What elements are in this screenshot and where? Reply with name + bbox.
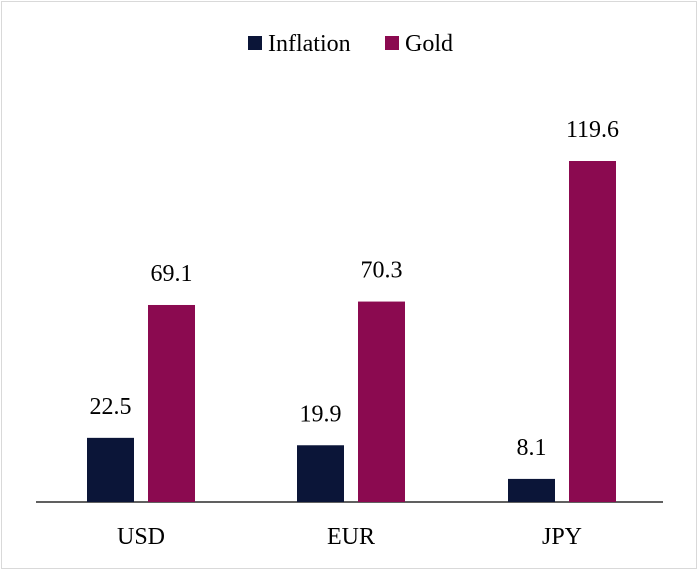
value-label-inflation-eur: 19.9	[300, 401, 342, 427]
value-label-gold-jpy: 119.6	[566, 117, 619, 143]
legend-swatch-gold	[385, 36, 399, 50]
legend-label-gold: Gold	[405, 31, 453, 57]
value-labels: 22.5 69.1 19.9 70.3 8.1 119.6	[90, 117, 620, 461]
value-label-gold-usd: 69.1	[151, 261, 193, 287]
bar-inflation-eur	[297, 445, 344, 502]
bar-inflation-jpy	[508, 478, 555, 502]
legend-label-inflation: Inflation	[268, 31, 351, 57]
value-label-inflation-jpy: 8.1	[517, 435, 547, 461]
bar-inflation-usd	[87, 437, 134, 502]
legend: Inflation Gold	[248, 31, 453, 57]
value-label-gold-eur: 70.3	[361, 258, 403, 284]
bars	[87, 161, 616, 502]
category-label-usd: USD	[117, 524, 165, 550]
value-label-inflation-usd: 22.5	[90, 394, 132, 420]
category-labels: USD EUR JPY	[117, 524, 582, 550]
bar-gold-jpy	[569, 161, 616, 502]
legend-swatch-inflation	[248, 36, 262, 50]
bar-gold-eur	[358, 301, 405, 502]
bar-gold-usd	[148, 304, 195, 502]
category-label-jpy: JPY	[542, 524, 582, 550]
category-label-eur: EUR	[327, 524, 375, 550]
